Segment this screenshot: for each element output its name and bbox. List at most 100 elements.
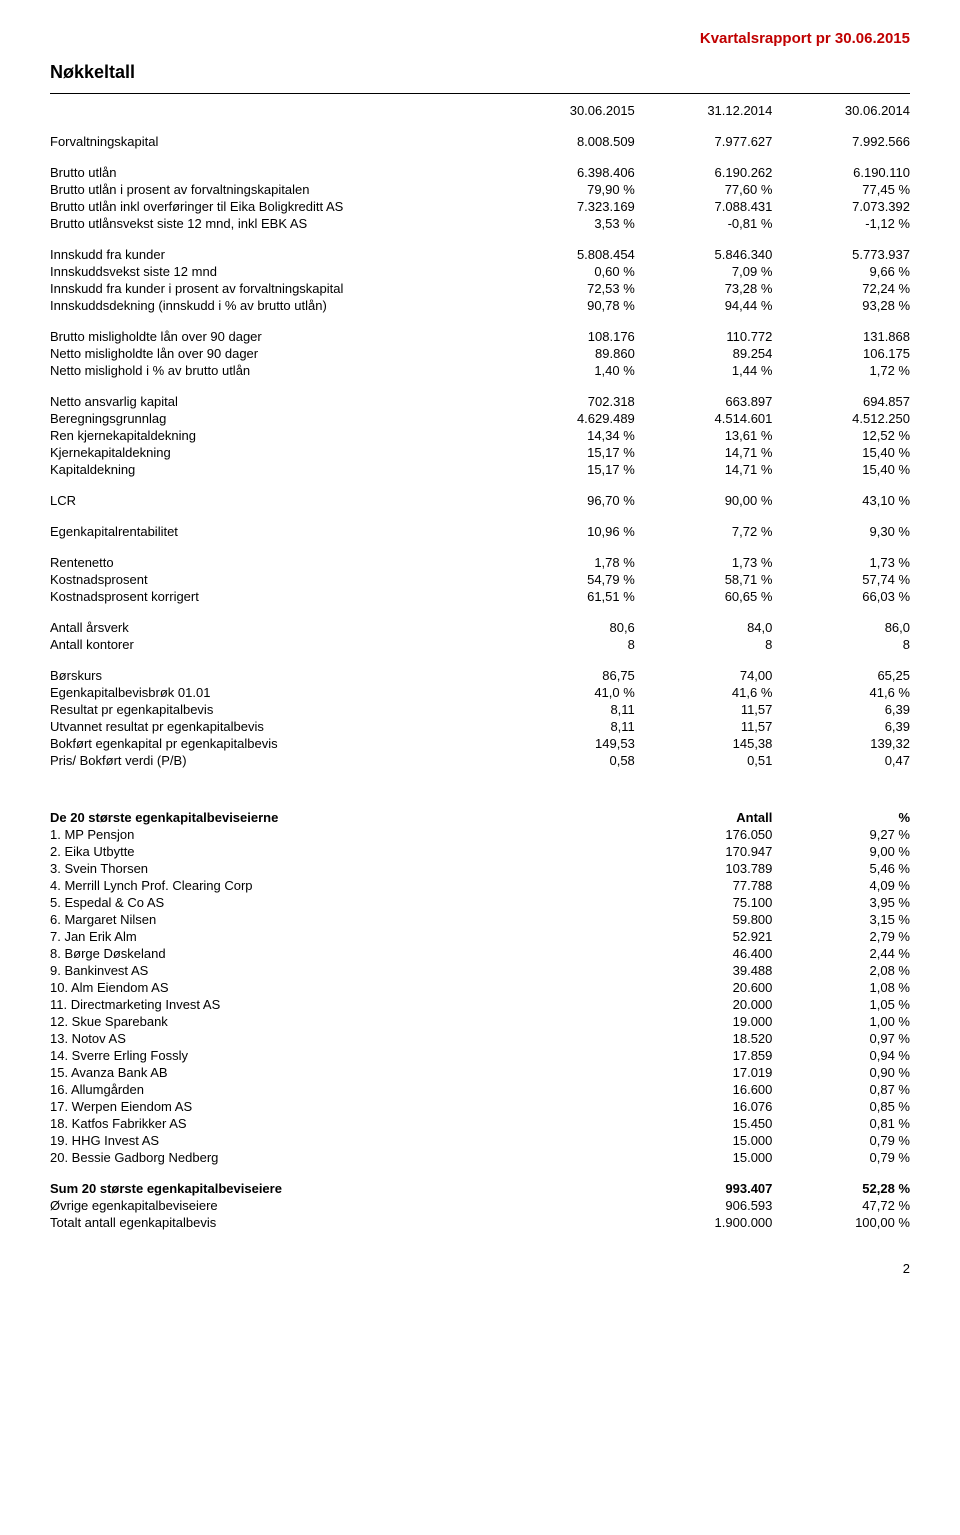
row-value: 89.254: [635, 345, 773, 362]
total-row: Sum 20 største egenkapitalbeviseiere993.…: [50, 1180, 910, 1197]
row-value: 57,74 %: [772, 571, 910, 588]
owner-antall: 19.000: [635, 1013, 773, 1030]
table-row: Egenkapitalrentabilitet10,96 %7,72 %9,30…: [50, 523, 910, 540]
total-pct: 52,28 %: [772, 1180, 910, 1197]
row-value: 7.323.169: [497, 198, 635, 215]
row-value: 0,60 %: [497, 263, 635, 280]
page-title: Nøkkeltall: [50, 62, 910, 83]
owner-label: 17. Werpen Eiendom AS: [50, 1098, 635, 1115]
owner-row: 6. Margaret Nilsen59.8003,15 %: [50, 911, 910, 928]
row-value: 3,53 %: [497, 215, 635, 232]
row-value: 72,24 %: [772, 280, 910, 297]
date-header-row: 30.06.2015 31.12.2014 30.06.2014: [50, 102, 910, 119]
row-value: 149,53: [497, 735, 635, 752]
row-value: 15,17 %: [497, 444, 635, 461]
owner-antall: 18.520: [635, 1030, 773, 1047]
row-value: 7.073.392: [772, 198, 910, 215]
row-value: 0,47: [772, 752, 910, 769]
row-value: 10,96 %: [497, 523, 635, 540]
row-value: 6.190.262: [635, 164, 773, 181]
row-value: 5.773.937: [772, 246, 910, 263]
owner-row: 2. Eika Utbytte170.9479,00 %: [50, 843, 910, 860]
total-row: Øvrige egenkapitalbeviseiere906.59347,72…: [50, 1197, 910, 1214]
row-value: 79,90 %: [497, 181, 635, 198]
row-value: 4.514.601: [635, 410, 773, 427]
row-value: 110.772: [635, 328, 773, 345]
owners-table: De 20 største egenkapitalbeviseierne Ant…: [50, 809, 910, 1231]
row-value: 11,57: [635, 718, 773, 735]
owner-antall: 170.947: [635, 843, 773, 860]
row-label: Antall årsverk: [50, 619, 497, 636]
page-number: 2: [50, 1261, 910, 1276]
row-value: 89.860: [497, 345, 635, 362]
table-row: Innskudd fra kunder5.808.4545.846.3405.7…: [50, 246, 910, 263]
row-value: 61,51 %: [497, 588, 635, 605]
owner-label: 13. Notov AS: [50, 1030, 635, 1047]
owner-label: 14. Sverre Erling Fossly: [50, 1047, 635, 1064]
table-row: LCR96,70 %90,00 %43,10 %: [50, 492, 910, 509]
owner-antall: 39.488: [635, 962, 773, 979]
owner-pct: 0,90 %: [772, 1064, 910, 1081]
row-label: Antall kontorer: [50, 636, 497, 653]
row-value: 14,71 %: [635, 461, 773, 478]
row-label: Rentenetto: [50, 554, 497, 571]
row-label: Ren kjernekapitaldekning: [50, 427, 497, 444]
total-row: Totalt antall egenkapitalbevis1.900.0001…: [50, 1214, 910, 1231]
row-value: 7.088.431: [635, 198, 773, 215]
row-value: 139,32: [772, 735, 910, 752]
table-row: Netto ansvarlig kapital702.318663.897694…: [50, 393, 910, 410]
owner-antall: 75.100: [635, 894, 773, 911]
owner-label: 4. Merrill Lynch Prof. Clearing Corp: [50, 877, 635, 894]
row-value: 84,0: [635, 619, 773, 636]
row-value: 13,61 %: [635, 427, 773, 444]
owner-label: 10. Alm Eiendom AS: [50, 979, 635, 996]
owners-header-row: De 20 største egenkapitalbeviseierne Ant…: [50, 809, 910, 826]
owner-label: 1. MP Pensjon: [50, 826, 635, 843]
owner-pct: 0,81 %: [772, 1115, 910, 1132]
row-label: Egenkapitalbevisbrøk 01.01: [50, 684, 497, 701]
table-row: Resultat pr egenkapitalbevis8,1111,576,3…: [50, 701, 910, 718]
owner-row: 9. Bankinvest AS39.4882,08 %: [50, 962, 910, 979]
table-row: Innskudd fra kunder i prosent av forvalt…: [50, 280, 910, 297]
owner-row: 20. Bessie Gadborg Nedberg15.0000,79 %: [50, 1149, 910, 1166]
row-label: Brutto utlån inkl overføringer til Eika …: [50, 198, 497, 215]
owner-label: 8. Børge Døskeland: [50, 945, 635, 962]
row-value: 1,40 %: [497, 362, 635, 379]
row-label: Kjernekapitaldekning: [50, 444, 497, 461]
row-label: Kostnadsprosent korrigert: [50, 588, 497, 605]
row-label: Netto mislighold i % av brutto utlån: [50, 362, 497, 379]
owner-label: 9. Bankinvest AS: [50, 962, 635, 979]
owner-pct: 0,85 %: [772, 1098, 910, 1115]
row-value: 8: [635, 636, 773, 653]
owner-pct: 3,15 %: [772, 911, 910, 928]
row-label: Kostnadsprosent: [50, 571, 497, 588]
table-row: Kjernekapitaldekning15,17 %14,71 %15,40 …: [50, 444, 910, 461]
owner-label: 7. Jan Erik Alm: [50, 928, 635, 945]
owner-row: 7. Jan Erik Alm52.9212,79 %: [50, 928, 910, 945]
row-value: 80,6: [497, 619, 635, 636]
row-value: 1,78 %: [497, 554, 635, 571]
row-value: 8: [772, 636, 910, 653]
table-row: Netto mislighold i % av brutto utlån1,40…: [50, 362, 910, 379]
owner-pct: 9,00 %: [772, 843, 910, 860]
owner-pct: 0,79 %: [772, 1149, 910, 1166]
date-col-2: 31.12.2014: [635, 102, 773, 119]
table-row: Egenkapitalbevisbrøk 01.0141,0 %41,6 %41…: [50, 684, 910, 701]
owner-pct: 2,08 %: [772, 962, 910, 979]
row-value: 8,11: [497, 718, 635, 735]
row-value: 9,30 %: [772, 523, 910, 540]
row-value: 94,44 %: [635, 297, 773, 314]
row-value: -0,81 %: [635, 215, 773, 232]
row-value: 15,40 %: [772, 444, 910, 461]
row-label: Beregningsgrunnlag: [50, 410, 497, 427]
total-label: Totalt antall egenkapitalbevis: [50, 1214, 635, 1231]
row-value: 6.398.406: [497, 164, 635, 181]
row-value: 106.175: [772, 345, 910, 362]
row-value: 6,39: [772, 718, 910, 735]
total-antall: 1.900.000: [635, 1214, 773, 1231]
row-value: 74,00: [635, 667, 773, 684]
table-row: Brutto misligholdte lån over 90 dager108…: [50, 328, 910, 345]
row-value: 145,38: [635, 735, 773, 752]
row-value: 41,0 %: [497, 684, 635, 701]
owner-label: 20. Bessie Gadborg Nedberg: [50, 1149, 635, 1166]
